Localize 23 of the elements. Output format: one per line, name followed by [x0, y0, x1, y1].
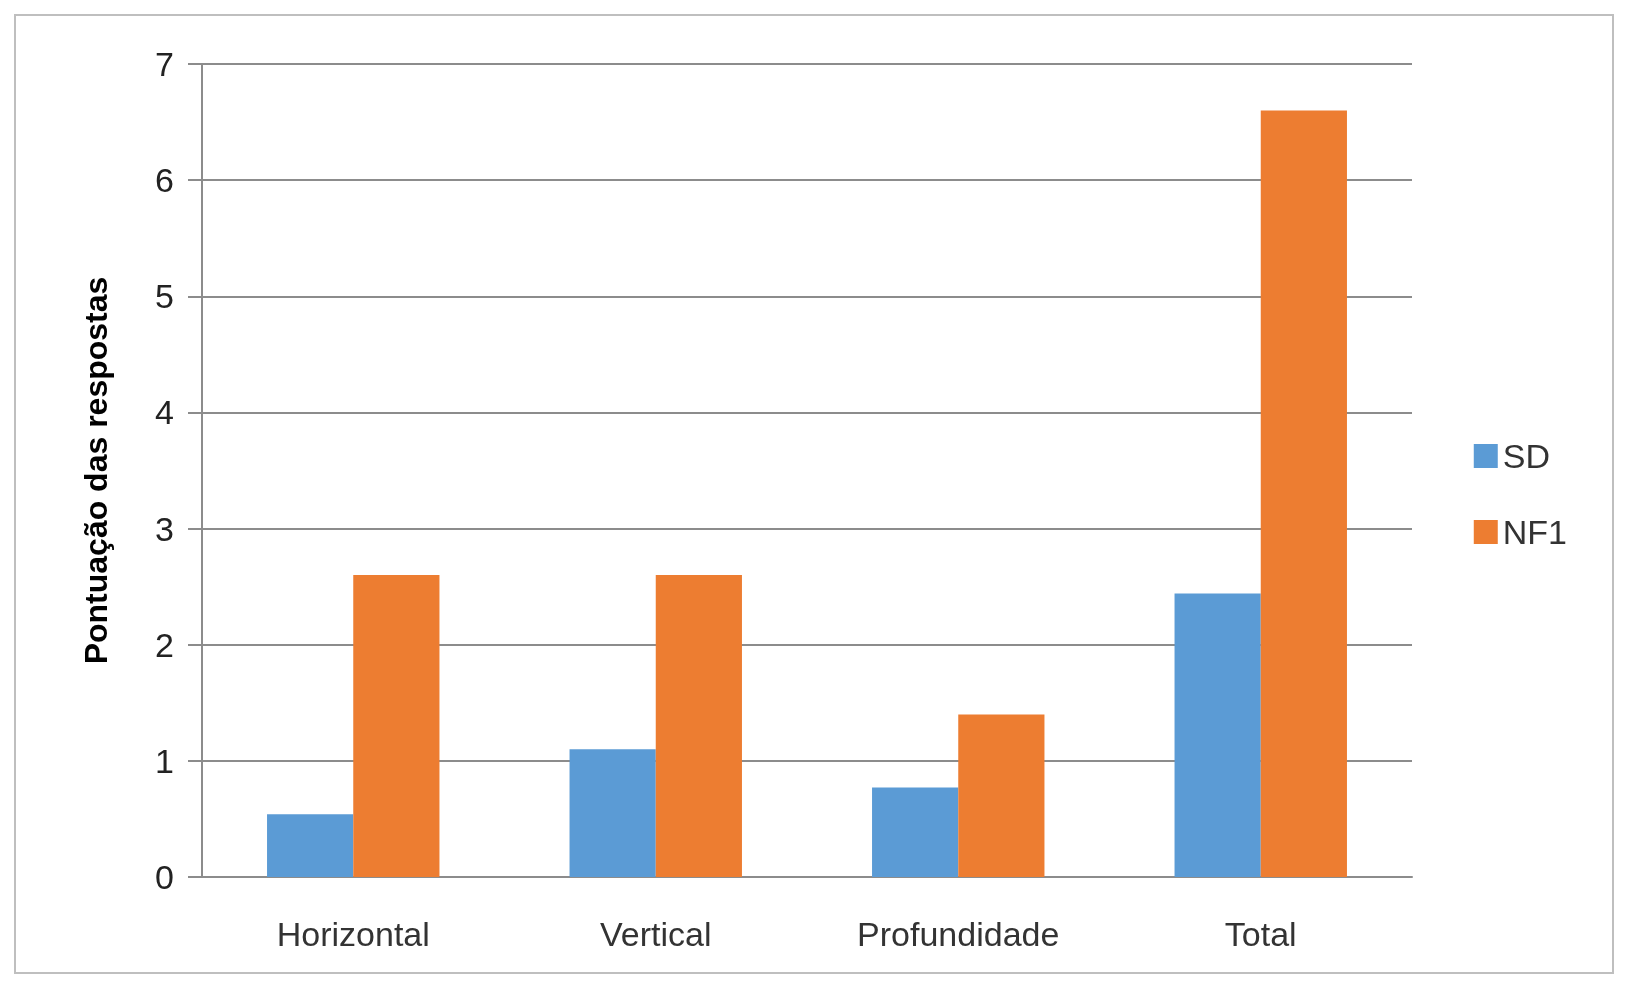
y-tick-label: 2	[155, 625, 174, 664]
y-tick-label: 4	[155, 393, 174, 432]
y-tick-label: 6	[155, 161, 174, 200]
bar	[655, 575, 742, 877]
y-tick-label: 1	[155, 741, 174, 780]
x-tick-label: Profundidade	[857, 915, 1060, 953]
bar	[267, 814, 354, 877]
x-tick-label: Vertical	[600, 915, 712, 953]
y-tick-label: 0	[155, 858, 174, 896]
bar	[569, 749, 656, 877]
bar	[1174, 593, 1261, 877]
x-tick-label: Total	[1224, 915, 1297, 953]
legend-label: SD	[1502, 437, 1550, 475]
bar	[958, 714, 1045, 877]
bar	[353, 575, 440, 877]
bar	[1260, 110, 1347, 877]
y-tick-label: 7	[155, 45, 174, 83]
y-axis-title: Pontuação das respostas	[78, 276, 114, 665]
y-tick-label: 5	[155, 277, 174, 316]
y-tick-label: 3	[155, 509, 174, 548]
bar	[872, 787, 959, 877]
legend-label: NF1	[1502, 513, 1567, 551]
x-tick-label: Horizontal	[276, 915, 430, 953]
